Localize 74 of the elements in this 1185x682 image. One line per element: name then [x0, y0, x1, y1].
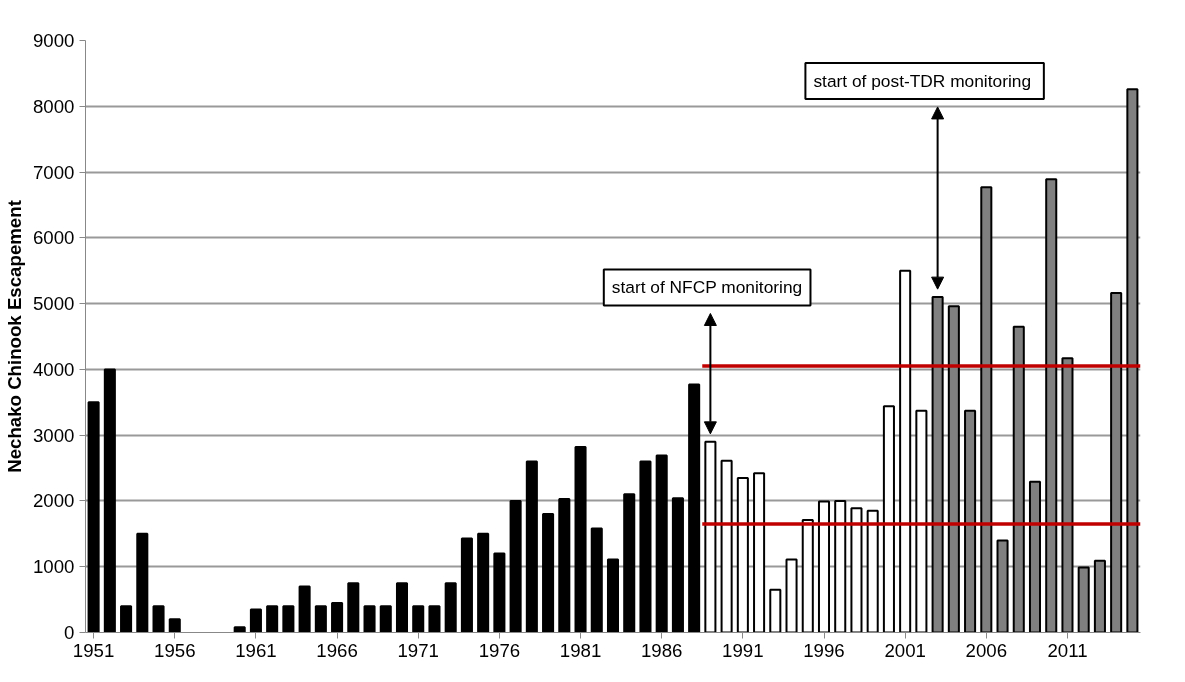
bar	[623, 493, 636, 633]
bar	[720, 459, 733, 633]
bar	[866, 509, 879, 633]
bar	[428, 605, 441, 633]
x-tick-label: 1996	[803, 639, 845, 661]
x-tick-label: 1971	[397, 639, 439, 661]
bar	[509, 499, 522, 633]
y-tick-label: 2000	[33, 490, 75, 512]
bar	[736, 476, 749, 633]
bar	[850, 507, 863, 633]
y-tick-label: 4000	[33, 358, 75, 380]
bar	[379, 605, 392, 633]
bar	[87, 401, 100, 633]
bar	[249, 608, 262, 633]
bar	[704, 440, 717, 633]
bar	[363, 605, 376, 633]
bar	[590, 527, 603, 633]
y-tick-label: 6000	[33, 227, 75, 249]
x-tick-label: 1951	[72, 639, 115, 661]
bar	[688, 383, 701, 633]
y-tick-label: 3000	[33, 424, 75, 446]
bar	[395, 582, 409, 633]
bar	[834, 499, 847, 633]
bar	[331, 601, 344, 633]
bar	[606, 558, 620, 633]
bar	[753, 472, 766, 633]
bar	[574, 446, 587, 633]
bar	[655, 454, 668, 633]
bar	[266, 605, 279, 633]
x-tick-label: 2006	[965, 639, 1008, 661]
bar	[882, 405, 895, 633]
x-tick-label: 1966	[316, 639, 358, 661]
annotation: start of post-TDR monitoring	[813, 70, 1032, 91]
bar	[460, 537, 473, 633]
bar	[899, 269, 912, 633]
x-tick-label: 1991	[722, 639, 764, 661]
bar	[298, 585, 311, 633]
bar	[282, 605, 295, 633]
bar	[120, 605, 133, 633]
bar	[152, 605, 165, 633]
bar	[785, 558, 798, 633]
bar	[136, 532, 149, 633]
bar	[915, 409, 928, 633]
y-tick-label: 9000	[33, 30, 75, 51]
bar	[347, 582, 360, 633]
y-axis-title: Nechako Chinook Escapement	[4, 200, 25, 473]
y-tick-label: 8000	[33, 95, 75, 117]
x-tick-label: 1956	[154, 639, 196, 661]
bar	[477, 532, 490, 633]
bar	[671, 497, 684, 633]
x-tick-label: 1961	[235, 639, 277, 661]
y-tick-label: 5000	[33, 293, 75, 315]
bar	[817, 500, 831, 633]
bar	[769, 588, 782, 633]
bar	[542, 513, 555, 633]
annotation: start of NFCP monitoring	[611, 277, 803, 298]
y-tick-label: 1000	[33, 556, 75, 578]
x-tick-label: 1981	[559, 639, 602, 661]
x-tick-label: 2001	[884, 639, 926, 661]
x-tick-label: 1976	[478, 639, 521, 661]
bar	[103, 368, 116, 633]
bar	[558, 497, 571, 633]
x-tick-label: 1986	[640, 639, 683, 661]
bar	[412, 605, 425, 633]
bar	[314, 605, 327, 633]
y-tick-label: 0	[64, 622, 75, 643]
bar	[801, 519, 814, 633]
y-tick-label: 7000	[33, 161, 75, 183]
x-tick-label: 2011	[1047, 639, 1088, 661]
bar	[168, 618, 181, 633]
bar	[639, 460, 652, 633]
bar	[444, 582, 457, 633]
bar	[493, 552, 506, 633]
bar	[525, 460, 538, 633]
